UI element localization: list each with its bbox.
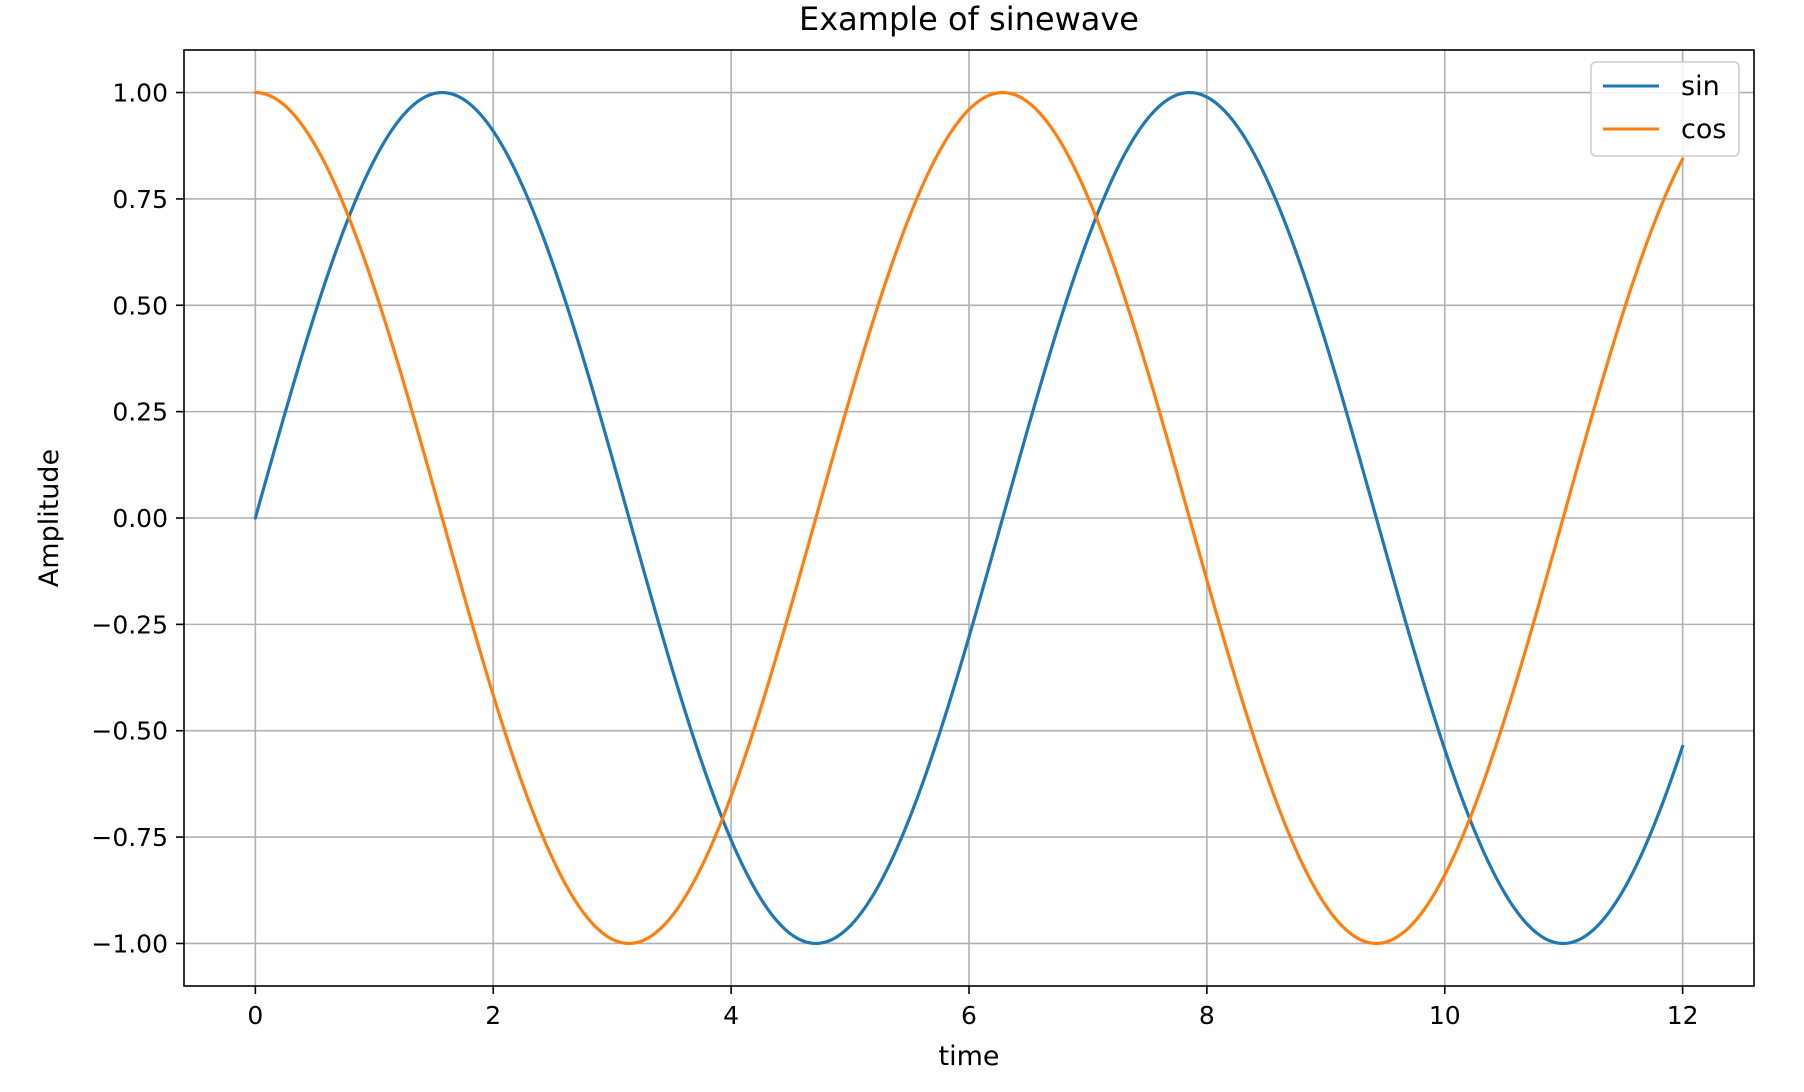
legend-label-cos: cos xyxy=(1681,114,1726,145)
y-tick-label: 0.75 xyxy=(112,185,168,214)
legend: sin cos xyxy=(1590,61,1740,157)
x-tick-label: 10 xyxy=(1429,1001,1461,1030)
y-axis-ticks: 1.00 0.75 0.50 0.25 0.00 −0.25 −0.50 −0.75 −1.00 xyxy=(91,79,184,958)
y-tick-label: −1.00 xyxy=(91,929,168,958)
y-tick-label: −0.50 xyxy=(91,717,168,746)
y-tick-label: 0.50 xyxy=(112,291,168,320)
y-tick-label: 0.00 xyxy=(112,504,168,533)
y-axis-label: Amplitude xyxy=(34,449,65,587)
x-tick-label: 8 xyxy=(1199,1001,1215,1030)
x-tick-label: 6 xyxy=(961,1001,977,1030)
x-axis-ticks: 0 2 4 6 8 10 12 xyxy=(247,986,1699,1030)
legend-label-sin: sin xyxy=(1681,71,1720,102)
series-line-cos xyxy=(253,90,1685,946)
series-lines xyxy=(253,90,1685,946)
series-line-sin xyxy=(253,90,1685,946)
x-tick-label: 2 xyxy=(485,1001,501,1030)
x-tick-label: 12 xyxy=(1667,1001,1699,1030)
chart-title: Example of sinewave xyxy=(799,0,1139,38)
y-tick-label: −0.25 xyxy=(91,610,168,639)
y-tick-label: 0.25 xyxy=(112,398,168,427)
x-axis-label: time xyxy=(938,1041,999,1072)
y-tick-label: 1.00 xyxy=(112,79,168,108)
y-tick-label: −0.75 xyxy=(91,823,168,852)
x-tick-label: 4 xyxy=(723,1001,739,1030)
x-tick-label: 0 xyxy=(247,1001,263,1030)
